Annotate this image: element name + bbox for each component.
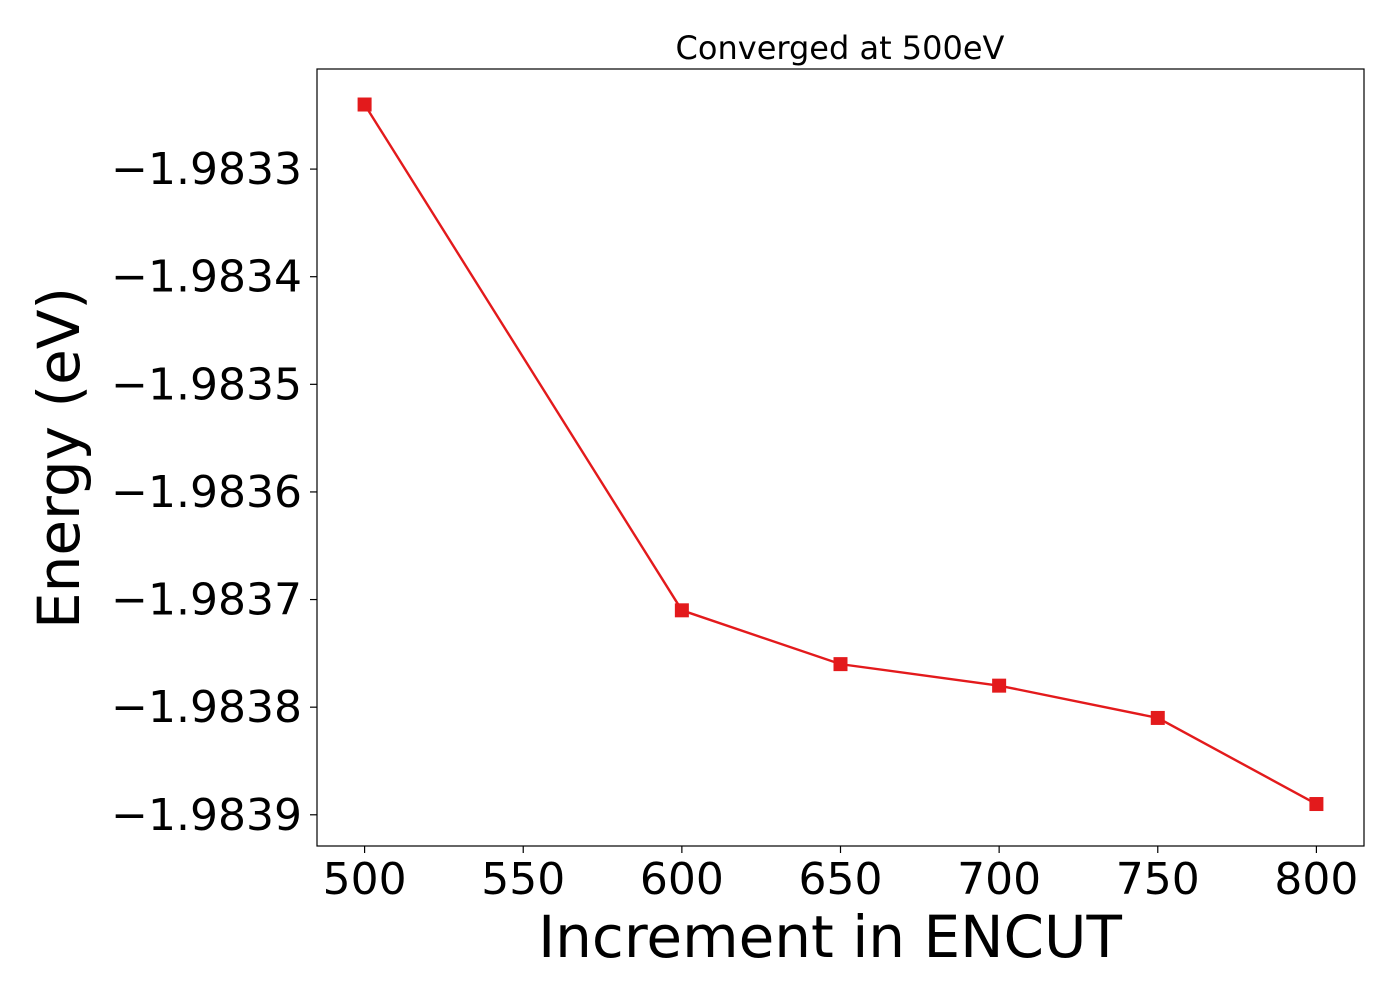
x-tick-label: 800: [1274, 854, 1358, 905]
data-point-marker: [357, 97, 372, 112]
data-point-marker: [833, 657, 848, 672]
x-axis-label: Increment in ENCUT: [538, 903, 1122, 971]
y-tick-label: −1.9833: [111, 144, 302, 195]
plot-frame: [316, 68, 1365, 847]
x-tick-label: 600: [640, 854, 724, 905]
y-tick-label: −1.9838: [111, 682, 302, 733]
series-layer: [357, 97, 1324, 812]
x-tick-label: 700: [957, 854, 1041, 905]
y-axis: −1.9833 −1.9834 −1.9835 −1.9836 −1.9837 −1.98…: [111, 144, 317, 841]
y-tick-label: −1.9834: [111, 252, 302, 303]
y-axis-label: Energy (eV): [25, 287, 93, 629]
series-line: [363, 103, 1317, 806]
data-point-marker: [674, 603, 689, 618]
y-tick-label: −1.9836: [111, 467, 302, 518]
y-tick-label: −1.9839: [111, 790, 302, 841]
y-tick-label: −1.9835: [111, 359, 302, 410]
x-tick-label: 500: [323, 854, 407, 905]
x-tick-label: 750: [1116, 854, 1200, 905]
chart-title: Converged at 500eV: [676, 29, 1005, 67]
data-point-marker: [1150, 710, 1165, 725]
data-point-marker: [1309, 797, 1324, 812]
x-tick-label: 650: [799, 854, 883, 905]
x-axis: 500 550 600 650 700 750 800: [323, 846, 1358, 905]
y-tick-label: −1.9837: [111, 575, 302, 626]
data-point-marker: [992, 678, 1007, 693]
x-tick-label: 550: [481, 854, 565, 905]
